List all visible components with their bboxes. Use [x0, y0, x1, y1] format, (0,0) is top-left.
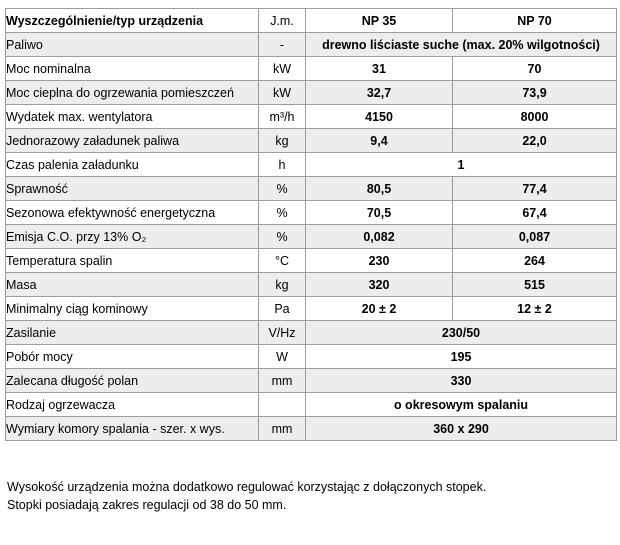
row-label: Masa	[5, 272, 259, 297]
table-row: Sezonowa efektywność energetyczna % 70,5…	[5, 200, 617, 225]
table-row: Zasilanie V/Hz 230/50	[5, 320, 617, 345]
value-cell-np70: 73,9	[452, 80, 617, 105]
row-label: Wydatek max. wentylatora	[5, 104, 259, 129]
value-cell-np70: 22,0	[452, 128, 617, 153]
value-cell-span: 360 x 290	[305, 416, 617, 441]
table-row: Minimalny ciąg kominowy Pa 20 ± 2 12 ± 2	[5, 296, 617, 321]
unit-cell	[258, 392, 306, 417]
table-row: Sprawność % 80,5 77,4	[5, 176, 617, 201]
table-row: Pobór mocy W 195	[5, 344, 617, 369]
value-cell-np35: 70,5	[305, 200, 453, 225]
table-row: Wydatek max. wentylatora m³/h 4150 8000	[5, 104, 617, 129]
header-unit-label: J.m.	[258, 8, 306, 33]
row-label: Rodzaj ogrzewacza	[5, 392, 259, 417]
value-cell-np70: 264	[452, 248, 617, 273]
table-row: Emisja C.O. przy 13% O₂ % 0,082 0,087	[5, 224, 617, 249]
header-model-np35: NP 35	[305, 8, 453, 33]
unit-cell: %	[258, 224, 306, 249]
value-cell-np70: 8000	[452, 104, 617, 129]
table-row: Temperatura spalin °C 230 264	[5, 248, 617, 273]
spec-sheet: Wyszczególnienie/typ urządzenia J.m. NP …	[5, 8, 620, 514]
value-cell-np70: 67,4	[452, 200, 617, 225]
value-cell-span: drewno liściaste suche (max. 20% wilgotn…	[305, 32, 617, 57]
footnote-line-1: Wysokość urządzenia można dodatkowo regu…	[7, 480, 487, 494]
value-cell-np35: 80,5	[305, 176, 453, 201]
row-label: Minimalny ciąg kominowy	[5, 296, 259, 321]
table-row: Jednorazowy załadunek paliwa kg 9,4 22,0	[5, 128, 617, 153]
value-cell-span: 230/50	[305, 320, 617, 345]
value-cell-span: 330	[305, 368, 617, 393]
row-label: Paliwo	[5, 32, 259, 57]
value-cell-np35: 0,082	[305, 224, 453, 249]
row-label: Jednorazowy załadunek paliwa	[5, 128, 259, 153]
unit-cell: %	[258, 176, 306, 201]
footnote: Wysokość urządzenia można dodatkowo regu…	[7, 479, 620, 514]
value-cell-np70: 77,4	[452, 176, 617, 201]
row-label: Emisja C.O. przy 13% O₂	[5, 224, 259, 249]
value-cell-np35: 9,4	[305, 128, 453, 153]
value-cell-np70: 0,087	[452, 224, 617, 249]
row-label: Temperatura spalin	[5, 248, 259, 273]
table-row: Czas palenia załadunku h 1	[5, 152, 617, 177]
table-row: Paliwo - drewno liściaste suche (max. 20…	[5, 32, 617, 57]
row-label: Moc nominalna	[5, 56, 259, 81]
unit-cell: V/Hz	[258, 320, 306, 345]
unit-cell: kW	[258, 56, 306, 81]
value-cell-np35: 31	[305, 56, 453, 81]
header-specification-label: Wyszczególnienie/typ urządzenia	[5, 8, 259, 33]
unit-cell: mm	[258, 416, 306, 441]
value-cell-np35: 320	[305, 272, 453, 297]
unit-cell: Pa	[258, 296, 306, 321]
value-cell-np35: 230	[305, 248, 453, 273]
unit-cell: h	[258, 152, 306, 177]
unit-cell: kg	[258, 128, 306, 153]
value-cell-np35: 32,7	[305, 80, 453, 105]
unit-cell: kW	[258, 80, 306, 105]
value-cell-span: o okresowym spalaniu	[305, 392, 617, 417]
value-cell-span: 1	[305, 152, 617, 177]
table-row: Zalecana długość polan mm 330	[5, 368, 617, 393]
row-label: Sprawność	[5, 176, 259, 201]
table-header-row: Wyszczególnienie/typ urządzenia J.m. NP …	[5, 8, 617, 33]
row-label: Wymiary komory spalania - szer. x wys.	[5, 416, 259, 441]
value-cell-np70: 515	[452, 272, 617, 297]
value-cell-np70: 70	[452, 56, 617, 81]
header-model-np70: NP 70	[452, 8, 617, 33]
table-row: Rodzaj ogrzewacza o okresowym spalaniu	[5, 392, 617, 417]
unit-cell: mm	[258, 368, 306, 393]
spec-table: Wyszczególnienie/typ urządzenia J.m. NP …	[5, 8, 617, 441]
value-cell-np35: 4150	[305, 104, 453, 129]
unit-cell: -	[258, 32, 306, 57]
unit-cell: %	[258, 200, 306, 225]
row-label: Sezonowa efektywność energetyczna	[5, 200, 259, 225]
unit-cell: °C	[258, 248, 306, 273]
row-label: Czas palenia załadunku	[5, 152, 259, 177]
unit-cell: W	[258, 344, 306, 369]
table-row: Moc nominalna kW 31 70	[5, 56, 617, 81]
row-label: Zalecana długość polan	[5, 368, 259, 393]
value-cell-np35: 20 ± 2	[305, 296, 453, 321]
value-cell-span: 195	[305, 344, 617, 369]
unit-cell: kg	[258, 272, 306, 297]
footnote-line-2: Stopki posiadają zakres regulacji od 38 …	[7, 497, 287, 512]
table-row: Masa kg 320 515	[5, 272, 617, 297]
row-label: Pobór mocy	[5, 344, 259, 369]
row-label: Zasilanie	[5, 320, 259, 345]
row-label: Moc cieplna do ogrzewania pomieszczeń	[5, 80, 259, 105]
table-row: Wymiary komory spalania - szer. x wys. m…	[5, 416, 617, 441]
table-row: Moc cieplna do ogrzewania pomieszczeń kW…	[5, 80, 617, 105]
value-cell-np70: 12 ± 2	[452, 296, 617, 321]
unit-cell: m³/h	[258, 104, 306, 129]
